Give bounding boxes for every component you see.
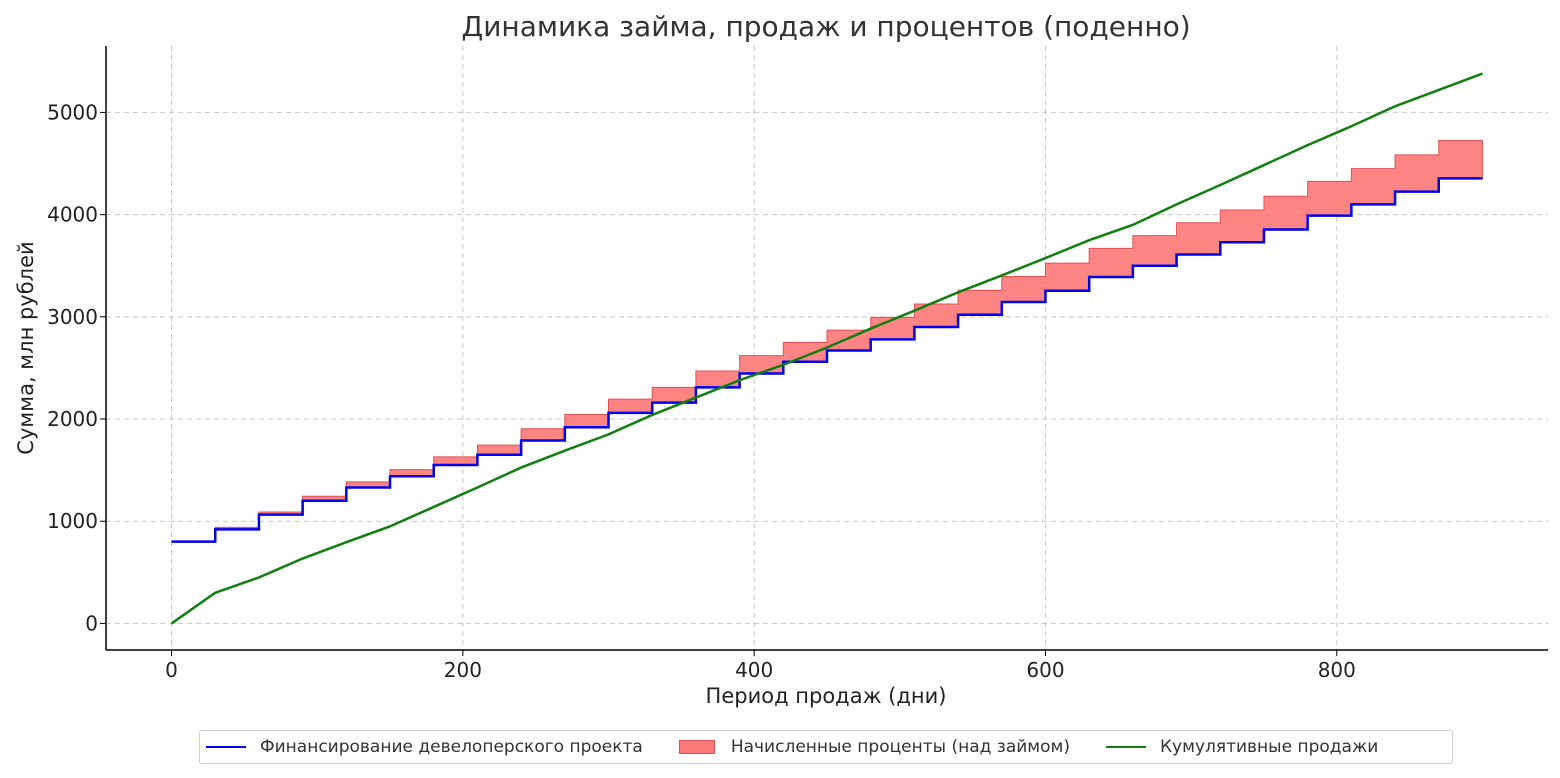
x-tick-label: 600 xyxy=(1026,658,1064,682)
y-tick-label: 1000 xyxy=(47,509,98,533)
legend-item-sales: Кумулятивные продажи xyxy=(1105,737,1379,757)
x-tick-label: 400 xyxy=(735,658,773,682)
chart-title: Динамика займа, продаж и процентов (поде… xyxy=(461,10,1190,43)
loan-step-line xyxy=(171,177,1483,543)
legend-item-interest: Начисленные проценты (над займом) xyxy=(678,737,1070,757)
legend-label-interest: Начисленные проценты (над займом) xyxy=(730,737,1070,757)
x-tick-label: 0 xyxy=(165,658,178,682)
y-tick-label: 5000 xyxy=(47,100,98,124)
y-tick-label: 2000 xyxy=(47,407,98,431)
plot-area xyxy=(170,72,1483,625)
tick-labels: 0 200 400 600 800 0 1000 2000 3000 4000 5000 xyxy=(47,100,1356,682)
legend-item-loan: Финансирование девелоперского проекта xyxy=(206,737,643,757)
legend-label-loan: Финансирование девелоперского проекта xyxy=(260,737,643,757)
y-tick-label: 4000 xyxy=(47,203,98,227)
legend-swatch-sales xyxy=(1105,746,1146,748)
x-tick-label: 200 xyxy=(444,658,482,682)
sales-line xyxy=(170,72,1483,625)
legend-label-sales: Кумулятивные продажи xyxy=(1159,737,1379,757)
legend-swatch-interest xyxy=(678,740,715,754)
y-tick-label: 3000 xyxy=(47,305,98,329)
axes xyxy=(100,46,1548,656)
x-tick-label: 800 xyxy=(1318,658,1356,682)
legend: Финансирование девелоперского проекта На… xyxy=(199,730,1453,764)
y-tick-label: 0 xyxy=(85,611,98,635)
x-axis-label: Период продаж (дни) xyxy=(706,684,947,708)
interest-area xyxy=(171,140,1483,543)
y-axis-label: Сумма, млн рублей xyxy=(14,241,38,454)
legend-swatch-loan xyxy=(206,746,246,748)
